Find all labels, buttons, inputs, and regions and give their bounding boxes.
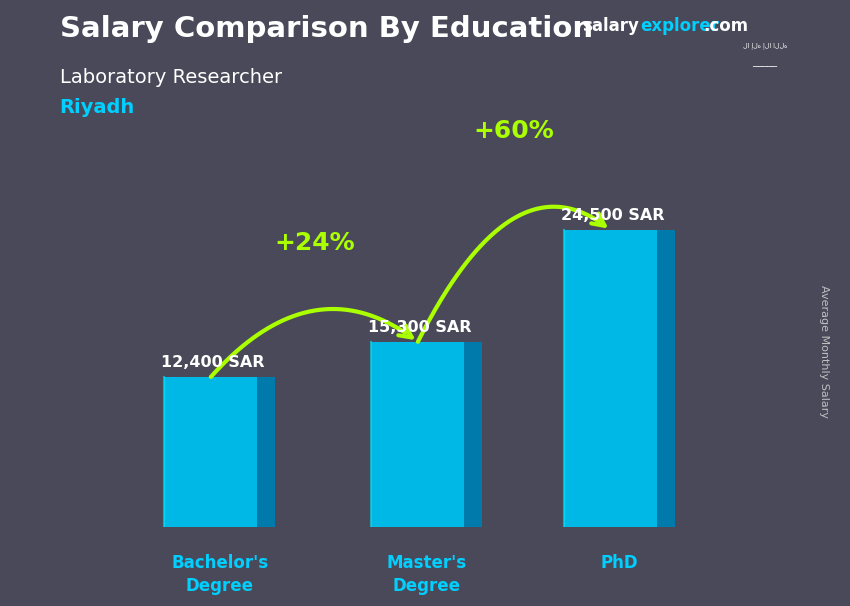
Text: لا إله إلا الله: لا إله إلا الله: [743, 43, 787, 50]
Polygon shape: [657, 230, 675, 527]
Text: 24,500 SAR: 24,500 SAR: [561, 208, 664, 223]
Polygon shape: [464, 342, 482, 527]
Text: salary: salary: [582, 17, 639, 35]
Text: Average Monthly Salary: Average Monthly Salary: [819, 285, 829, 418]
Text: Riyadh: Riyadh: [60, 98, 135, 117]
Text: 12,400 SAR: 12,400 SAR: [161, 355, 264, 370]
Text: Master's
Degree: Master's Degree: [387, 554, 467, 596]
Text: .com: .com: [703, 17, 748, 35]
Text: PhD: PhD: [601, 554, 638, 572]
Text: 15,300 SAR: 15,300 SAR: [368, 319, 472, 335]
Polygon shape: [164, 377, 258, 527]
Polygon shape: [564, 230, 657, 527]
Text: ─────: ─────: [752, 61, 778, 70]
Text: Laboratory Researcher: Laboratory Researcher: [60, 68, 281, 87]
Text: Salary Comparison By Education: Salary Comparison By Education: [60, 15, 592, 43]
Text: explorer: explorer: [640, 17, 719, 35]
Text: +60%: +60%: [474, 119, 554, 143]
Polygon shape: [258, 377, 275, 527]
Text: Bachelor's
Degree: Bachelor's Degree: [171, 554, 269, 596]
Polygon shape: [371, 342, 464, 527]
Text: +24%: +24%: [274, 230, 354, 255]
